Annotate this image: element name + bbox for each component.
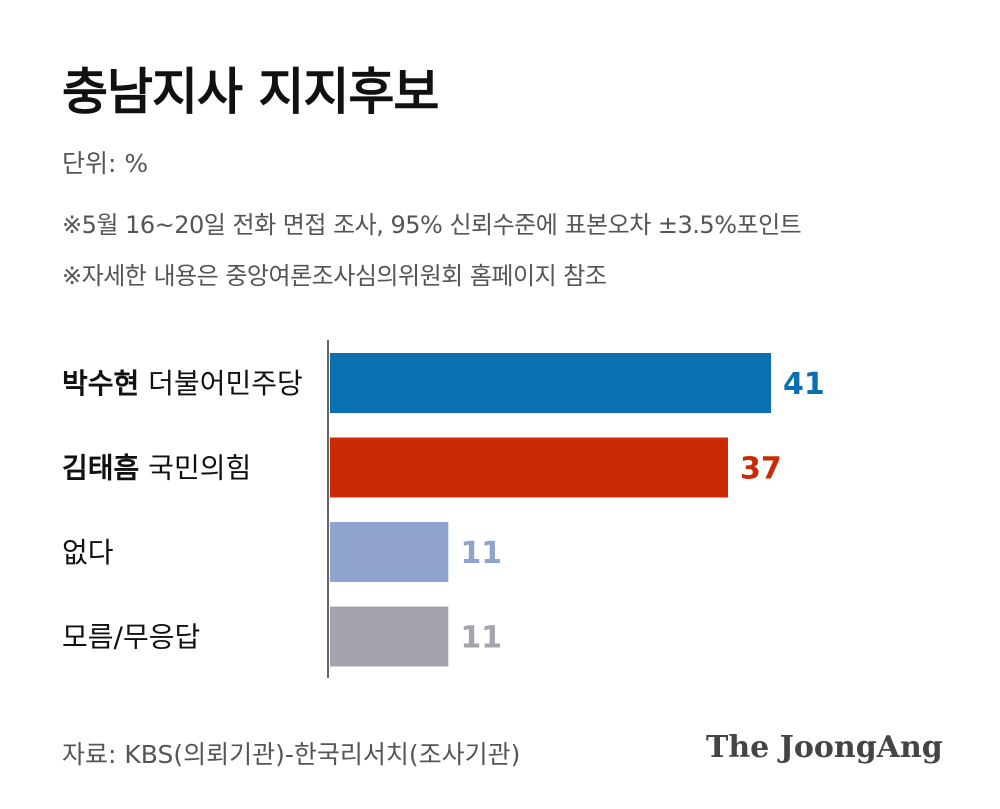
bar — [330, 353, 771, 413]
data-label: 11 — [460, 536, 502, 571]
category-party: 더불어민주당 — [139, 367, 302, 400]
source-note: 자료: KBS(의뢰기관)-한국리서치(조사기관) — [62, 740, 521, 769]
data-label: 41 — [783, 367, 825, 402]
category-label: 김태흠 국민의힘 — [62, 452, 251, 485]
category-name: 박수현 — [62, 367, 139, 400]
category-label: 모름/무응답 — [62, 621, 200, 654]
bar-chart: 박수현 더불어민주당 41 김태흠 국민의힘 37 없다 11 모름/무응답 11 — [62, 340, 825, 678]
bar — [330, 437, 728, 498]
category-name: 모름/무응답 — [62, 621, 200, 654]
category-label: 박수현 더불어민주당 — [62, 367, 303, 400]
unit-label: 단위: % — [62, 149, 149, 178]
category-name: 없다 — [62, 536, 114, 569]
chart-title: 충남지사 지지후보 — [62, 63, 439, 121]
reference-note: ※자세한 내용은 중앙여론조사심의위원회 홈페이지 참조 — [62, 262, 607, 290]
publisher-logo: The JoongAng — [706, 730, 943, 765]
bar — [330, 606, 449, 667]
bar — [330, 522, 449, 582]
category-label: 없다 — [62, 536, 114, 569]
category-party: 국민의힘 — [139, 452, 251, 485]
survey-note: ※5월 16~20일 전화 면접 조사, 95% 신뢰수준에 표본오차 ±3.5… — [62, 211, 802, 239]
data-label: 11 — [460, 621, 502, 656]
category-name: 김태흠 — [62, 452, 139, 485]
data-label: 37 — [740, 452, 782, 487]
